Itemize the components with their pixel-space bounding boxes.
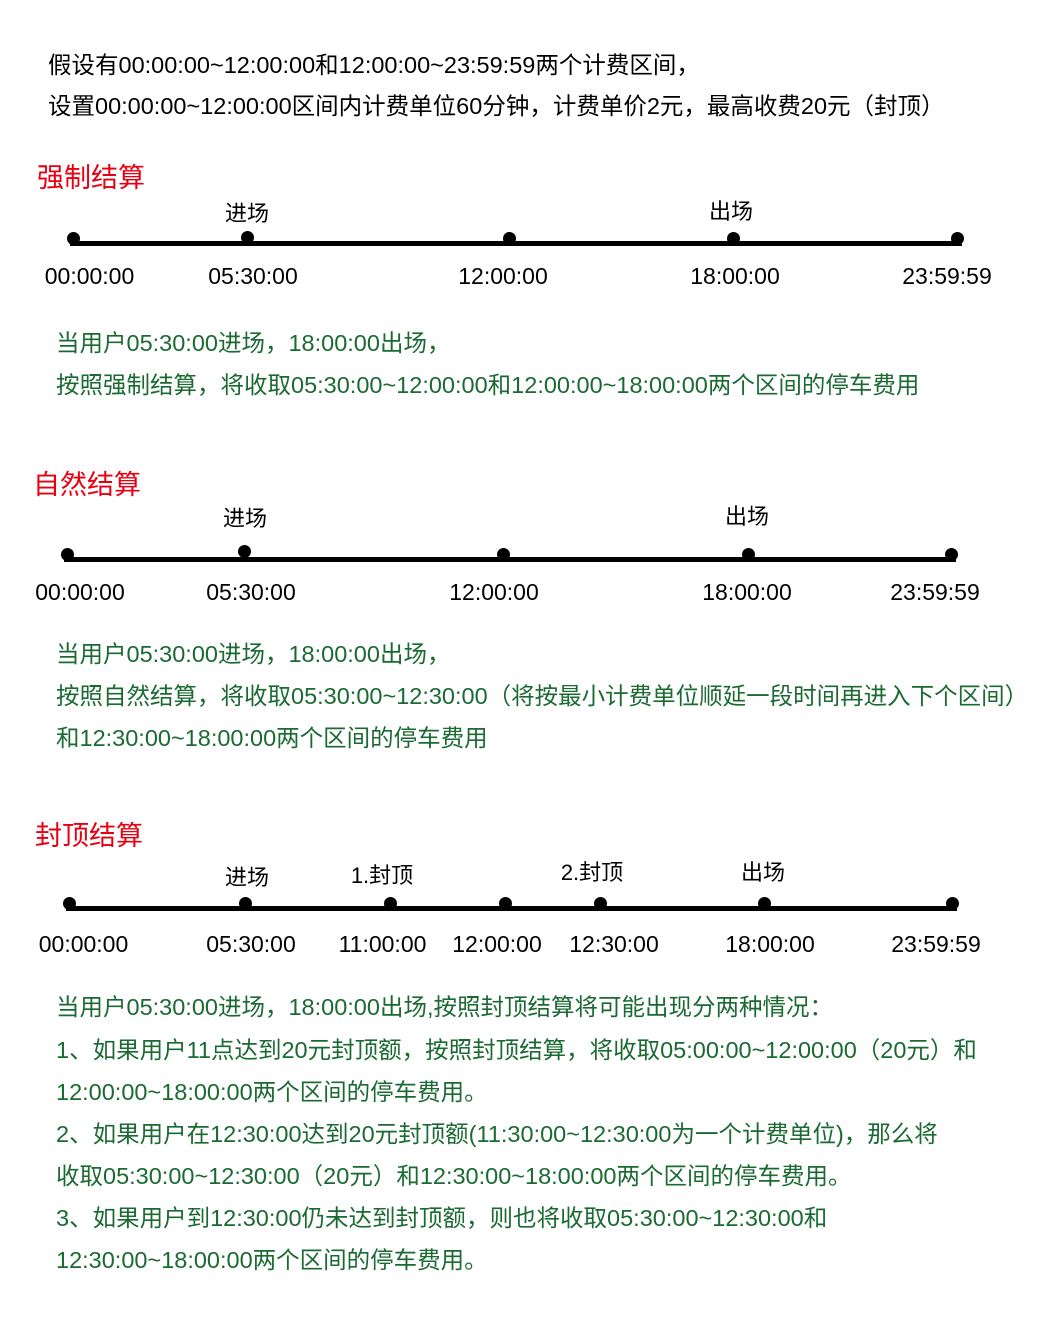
- marker-cap-2-label: 2.封顶: [560, 860, 624, 885]
- section-title: 封顶结算: [35, 821, 143, 851]
- note-line: 当用户05:30:00进场，18:00:00出场，: [56, 641, 451, 667]
- timeline-dot: [741, 547, 755, 561]
- note-line: 按照自然结算，将收取05:30:00~12:30:00（将按最小计费单位顺延一段…: [56, 683, 1029, 709]
- timeline-axis: [64, 557, 956, 562]
- time-label: 23:59:59: [891, 931, 981, 957]
- marker-exit-label: 出场: [740, 860, 786, 885]
- timeline-dot: [66, 231, 80, 245]
- time-label: 12:00:00: [458, 263, 548, 289]
- section-title: 自然结算: [33, 470, 141, 500]
- time-label: 18:00:00: [690, 263, 780, 289]
- time-label: 23:59:59: [890, 579, 980, 605]
- timeline-dot: [757, 896, 771, 910]
- note-line: 和12:30:00~18:00:00两个区间的停车费用: [56, 725, 488, 751]
- note-line: 当用户05:30:00进场，18:00:00出场,按照封顶结算将可能出现分两种情…: [56, 994, 833, 1020]
- time-label: 18:00:00: [725, 931, 815, 957]
- timeline-dot: [240, 230, 254, 244]
- timeline-dot: [502, 231, 516, 245]
- timeline-dot: [60, 547, 74, 561]
- note-line: 3、如果用户到12:30:00仍未达到封顶额，则也将收取05:30:00~12:…: [56, 1205, 828, 1231]
- note-line: 当用户05:30:00进场，18:00:00出场，: [56, 330, 451, 356]
- time-label: 12:00:00: [452, 931, 542, 957]
- time-label: 12:30:00: [569, 931, 659, 957]
- marker-exit-label: 出场: [724, 504, 770, 529]
- intro-line-billing-rule: 设置00:00:00~12:00:00区间内计费单位60分钟，计费单价2元，最高…: [48, 93, 945, 119]
- timeline-dot: [498, 896, 512, 910]
- timeline-dot: [944, 547, 958, 561]
- time-label: 05:30:00: [208, 263, 298, 289]
- note-line: 12:30:00~18:00:00两个区间的停车费用。: [56, 1247, 488, 1273]
- marker-entry-label: 进场: [224, 865, 270, 890]
- time-label: 18:00:00: [702, 579, 792, 605]
- intro-line-intervals: 假设有00:00:00~12:00:00和12:00:00~23:59:59两个…: [48, 52, 700, 78]
- timeline-dot: [496, 547, 510, 561]
- timeline-dot: [593, 896, 607, 910]
- time-label: 12:00:00: [449, 579, 539, 605]
- note-line: 12:00:00~18:00:00两个区间的停车费用。: [56, 1079, 488, 1105]
- note-line: 收取05:30:00~12:30:00（20元）和12:30:00~18:00:…: [56, 1163, 852, 1189]
- marker-exit-label: 出场: [708, 199, 754, 224]
- timeline-dot: [950, 231, 964, 245]
- timeline-dot: [62, 896, 76, 910]
- time-label: 00:00:00: [35, 579, 125, 605]
- timeline-axis: [66, 906, 957, 911]
- marker-cap-1-label: 1.封顶: [350, 863, 414, 888]
- timeline-axis: [70, 241, 962, 246]
- note-line: 1、如果用户11点达到20元封顶额，按照封顶结算，将收取05:00:00~12:…: [56, 1037, 977, 1063]
- time-label: 00:00:00: [38, 931, 129, 957]
- timeline-dot: [726, 231, 740, 245]
- marker-entry-label: 进场: [222, 506, 268, 531]
- section-title: 强制结算: [37, 163, 145, 193]
- time-label: 05:30:00: [206, 579, 296, 605]
- timeline-dot: [383, 896, 397, 910]
- marker-entry-label: 进场: [224, 201, 270, 226]
- time-label: 23:59:59: [902, 263, 992, 289]
- timeline-dot: [238, 896, 252, 910]
- note-line: 按照强制结算，将收取05:30:00~12:00:00和12:00:00~18:…: [56, 372, 920, 398]
- timeline-dot: [945, 896, 959, 910]
- time-label: 11:00:00: [338, 931, 427, 957]
- time-label: 00:00:00: [44, 263, 135, 289]
- note-line: 2、如果用户在12:30:00达到20元封顶额(11:30:00~12:30:0…: [56, 1121, 938, 1147]
- time-label: 05:30:00: [206, 931, 296, 957]
- timeline-dot: [237, 544, 251, 558]
